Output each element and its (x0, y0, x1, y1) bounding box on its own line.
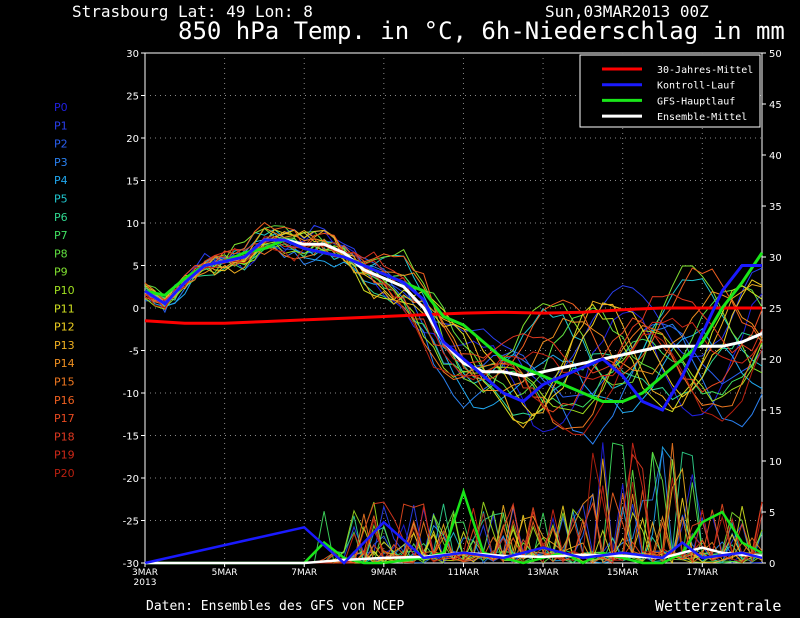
member-label-p8: P8 (54, 247, 68, 260)
member-line-p20 (144, 241, 763, 436)
precip-kontroll-lauf (144, 520, 763, 565)
member-label-p1: P1 (54, 119, 68, 132)
x-tick-label: 3MAR (132, 568, 158, 578)
y-left-tick-label: 5 (133, 262, 139, 273)
y-right-tick-label: 45 (769, 100, 782, 111)
member-line-p4 (144, 233, 763, 414)
member-label-p3: P3 (54, 156, 68, 169)
member-label-p14: P14 (54, 357, 75, 370)
member-label-p6: P6 (54, 211, 68, 224)
x-tick-label: 13MAR (527, 568, 559, 578)
member-label-p0: P0 (54, 101, 68, 114)
member-label-p12: P12 (54, 321, 75, 334)
x-tick-label: 7MAR (291, 568, 317, 578)
member-line-p13 (144, 229, 763, 429)
axis-labels: 302520151050-5-10-15-20-25-3050454035302… (123, 49, 782, 588)
member-label-p7: P7 (54, 229, 68, 242)
series-gfs-hauptlauf (144, 238, 764, 403)
member-label-p16: P16 (54, 394, 75, 407)
y-right-tick-label: 0 (769, 559, 775, 570)
series-kontroll-lauf (144, 238, 762, 412)
member-label-p17: P17 (54, 412, 75, 425)
run-time: Sun,03MAR2013 00Z (545, 2, 709, 21)
y-right-tick-label: 30 (769, 253, 782, 264)
highlighted-series (144, 238, 764, 412)
y-left-tick-label: -5 (129, 347, 139, 358)
precip-ensemble-mittel (145, 546, 763, 565)
brand-label: Wetterzentrale (655, 597, 782, 615)
y-left-tick-label: 0 (133, 304, 139, 315)
x-tick-label-year: 2013 (134, 578, 157, 588)
member-line-p9 (144, 227, 763, 393)
y-right-tick-label: 35 (769, 202, 782, 213)
member-label-p20: P20 (54, 467, 75, 480)
legend-label: 30-Jahres-Mittel (657, 65, 753, 76)
precipitation-lines (144, 442, 763, 565)
x-tick-label: 15MAR (607, 568, 639, 578)
member-label-p5: P5 (54, 193, 68, 206)
y-left-tick-label: -30 (123, 559, 139, 570)
x-tick-label: 11MAR (448, 568, 480, 578)
y-right-tick-label: 15 (769, 406, 782, 417)
member-line-p18 (144, 238, 763, 374)
x-tick-label: 5MAR (212, 568, 238, 578)
y-right-tick-label: 20 (769, 355, 782, 366)
data-source-note: Daten: Ensembles des GFS von NCEP (146, 599, 405, 614)
chart-legend: 30-Jahres-Mittel Kontroll-Lauf GFS-Hauptla… (579, 54, 761, 128)
member-label-p15: P15 (54, 376, 75, 389)
member-legend: P0 P1 P2 P3 P4 P5 P6 P7 P8 P9 P10 P11 P12 P13 P14 P15 P1… (54, 101, 75, 480)
member-label-p10: P10 (54, 284, 75, 297)
x-tick-label: 9MAR (371, 568, 397, 578)
member-label-p4: P4 (54, 174, 68, 187)
legend-label: Ensemble-Mittel (657, 112, 747, 123)
member-label-p19: P19 (54, 449, 75, 462)
y-right-tick-label: 5 (769, 508, 775, 519)
y-right-tick-label: 40 (769, 151, 782, 162)
y-left-tick-label: -25 (123, 517, 139, 528)
member-line-p16 (144, 221, 763, 381)
y-left-tick-label: -20 (123, 474, 139, 485)
station-info: Strasbourg Lat: 49 Lon: 8 (72, 2, 313, 21)
legend-label: Kontroll-Lauf (657, 81, 735, 92)
chart-title: 850 hPa Temp. in °C, 6h-Niederschlag in … (178, 17, 785, 45)
y-left-tick-label: 10 (126, 219, 139, 230)
member-label-p13: P13 (54, 339, 75, 352)
y-left-tick-label: -10 (123, 389, 139, 400)
y-left-tick-label: 25 (126, 92, 139, 103)
y-left-tick-label: -15 (123, 432, 139, 443)
y-right-tick-label: 10 (769, 457, 782, 468)
x-tick-label: 17MAR (686, 568, 718, 578)
y-right-tick-label: 50 (769, 49, 782, 60)
series-30-jahres-mittel (144, 306, 762, 325)
member-label-p18: P18 (54, 430, 75, 443)
y-left-tick-label: 20 (126, 134, 139, 145)
member-label-p11: P11 (54, 302, 75, 315)
y-left-tick-label: 30 (126, 49, 139, 60)
member-label-p9: P9 (54, 266, 68, 279)
grid (145, 53, 762, 563)
ensemble-members (144, 221, 763, 445)
precip-gfs-hauptlauf (145, 487, 763, 565)
y-left-tick-label: 15 (126, 177, 139, 188)
member-label-p2: P2 (54, 138, 68, 151)
y-right-tick-label: 25 (769, 304, 782, 315)
legend-label: GFS-Hauptlauf (657, 96, 735, 107)
